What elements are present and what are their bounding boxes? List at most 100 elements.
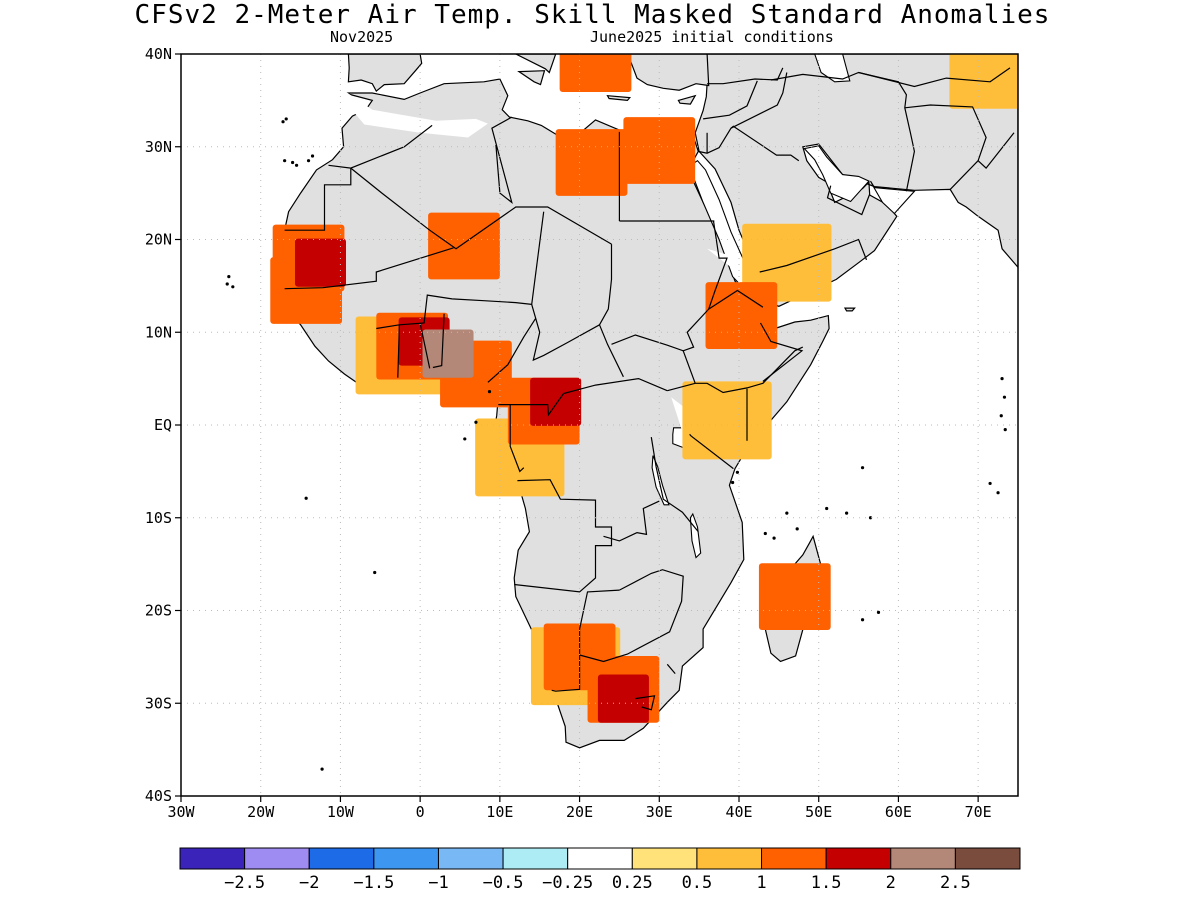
color-legend: −2.5 −2 −1.5 −1 −0.5 −0.25 0.25 0.5 1 1.5 2 2.5 <box>179 847 1021 893</box>
border-line <box>284 247 454 290</box>
colorbar-swatch <box>761 847 827 870</box>
island <box>735 470 740 474</box>
land-italy <box>515 54 557 74</box>
y-tick-label: 40S <box>145 787 172 805</box>
y-tick-label: 10S <box>145 509 172 527</box>
island <box>310 154 315 158</box>
gulf-of-oman <box>870 180 916 215</box>
border-line <box>551 629 581 692</box>
anomaly-benin-nigeria <box>422 329 474 378</box>
border-line <box>977 132 1015 169</box>
island <box>772 536 776 540</box>
x-tick-label: 40E <box>725 803 752 821</box>
border-line <box>707 67 784 85</box>
colorbar-swatch <box>825 847 892 870</box>
border-line <box>509 404 525 473</box>
border-line <box>531 304 600 362</box>
y-tick-label: 30N <box>145 138 172 156</box>
x-tick-label: 0 <box>416 803 425 821</box>
border-line <box>491 116 513 204</box>
colorbar-label: 0.5 <box>682 873 713 893</box>
forecast-month: Nov2025 <box>330 28 394 46</box>
land-turkey <box>626 54 710 91</box>
island <box>294 163 299 167</box>
border-line <box>858 67 1011 88</box>
colorbar-swatch <box>567 847 633 870</box>
island <box>1003 428 1007 432</box>
land-cyprus <box>677 94 697 105</box>
country-borders <box>225 67 1015 771</box>
near-normal-area <box>324 77 488 138</box>
island <box>284 117 288 121</box>
island <box>996 491 1000 495</box>
land-socotra <box>843 307 856 312</box>
border-line <box>531 211 545 305</box>
colorbar-label: −2 <box>299 873 319 893</box>
colorbar-label: 1.5 <box>811 873 842 893</box>
colorbar-label: −1.5 <box>353 873 394 893</box>
island <box>320 767 324 771</box>
colorbar-label: −0.5 <box>483 873 524 893</box>
border-line <box>598 244 624 378</box>
y-tick-label: 10N <box>145 323 172 341</box>
border-line <box>667 346 804 394</box>
anomaly-kenya <box>682 381 772 460</box>
island <box>304 496 308 500</box>
island <box>795 527 799 531</box>
land-sicily <box>517 70 546 86</box>
border-line <box>708 289 764 310</box>
colorbar-label: −0.25 <box>542 873 593 893</box>
border-line <box>376 294 532 330</box>
island <box>225 282 229 286</box>
border-line <box>579 569 684 663</box>
border-line <box>682 350 696 384</box>
x-tick-label: 10W <box>327 803 355 821</box>
border-line <box>759 322 804 382</box>
colorbar-label: 2 <box>886 873 896 893</box>
y-tick-label: 40N <box>145 45 172 63</box>
island <box>868 516 873 520</box>
colorbar-swatch <box>502 847 569 870</box>
x-tick-label: 20W <box>247 803 275 821</box>
border-line <box>323 168 352 207</box>
border-line <box>759 238 868 273</box>
anomaly-aegean <box>559 54 632 93</box>
anomaly-madagascar <box>758 563 831 630</box>
colorbar-swatch <box>244 847 310 870</box>
y-tick-label: 30S <box>145 694 172 712</box>
anomaly-congo-basin-core <box>530 377 582 426</box>
border-line <box>498 377 668 417</box>
island <box>860 466 865 470</box>
island <box>291 160 295 165</box>
y-tick-label: 20N <box>145 231 172 249</box>
island <box>763 531 767 536</box>
island <box>281 120 285 124</box>
island <box>283 159 287 163</box>
anomaly-mauritania <box>294 238 347 287</box>
anomaly-southern-algeria <box>428 212 500 280</box>
anomaly-ethiopia <box>705 282 778 349</box>
border-line <box>603 500 660 542</box>
colorbar-label: −2.5 <box>224 873 265 893</box>
caspian-sea <box>794 54 851 83</box>
x-tick-label: 70E <box>965 803 992 821</box>
border-line <box>826 185 871 216</box>
anomaly-south-africa-core <box>597 674 649 723</box>
land-crete <box>606 95 632 102</box>
island <box>463 437 467 441</box>
island <box>999 414 1003 418</box>
border-line <box>579 589 620 630</box>
colorbar-swatch <box>179 847 246 870</box>
border-line <box>350 167 612 250</box>
colorbar-swatch <box>308 847 375 870</box>
colorbar-label: 2.5 <box>940 873 971 893</box>
island <box>845 511 849 515</box>
border-line <box>514 479 613 593</box>
island <box>306 159 311 163</box>
map-title: CFSv2 2-Meter Air Temp. Skill Masked Sta… <box>134 0 1051 30</box>
initial-conditions: June2025 initial conditions <box>590 28 834 46</box>
border-line <box>397 324 400 378</box>
land-iberia <box>347 54 423 93</box>
island <box>231 285 235 289</box>
